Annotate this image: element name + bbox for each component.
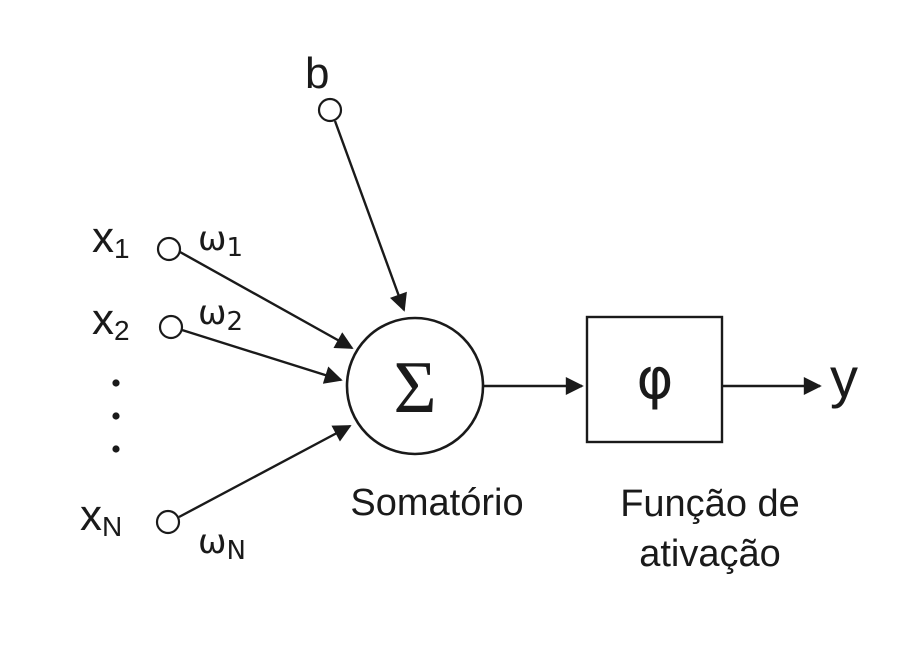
ellipsis-dot: [112, 379, 120, 387]
weight-w2-label: ω2: [198, 293, 243, 337]
input-xn-node: [155, 509, 181, 535]
ellipsis-dot: [112, 445, 120, 453]
input-x2-label: x2: [92, 295, 130, 346]
bias-node: [317, 97, 343, 123]
activation-caption-line1: Função de: [620, 483, 800, 525]
input-x1-arrow: [179, 250, 354, 350]
output-label: y: [830, 346, 858, 409]
bias-label: b: [305, 49, 329, 98]
input-xn-arrow: [178, 424, 352, 519]
activation-symbol: φ: [637, 347, 674, 412]
bias-arrow: [333, 120, 407, 312]
weight-wn-label: ωN: [198, 522, 246, 566]
summation-symbol: Σ: [393, 347, 436, 429]
input-xn-label: xN: [80, 491, 122, 542]
input-x2-arrow: [181, 328, 343, 384]
activation-box: [585, 315, 724, 444]
summation-caption: Somatório: [350, 482, 523, 524]
input-x1-label: x1: [92, 213, 130, 264]
weight-w1-label: ω1: [198, 219, 243, 263]
input-x2-node: [158, 314, 184, 340]
summation-node: [345, 316, 485, 456]
activation-caption-line2: ativação: [639, 533, 781, 575]
input-x1-node: [156, 236, 182, 262]
ellipsis-dot: [112, 412, 120, 420]
